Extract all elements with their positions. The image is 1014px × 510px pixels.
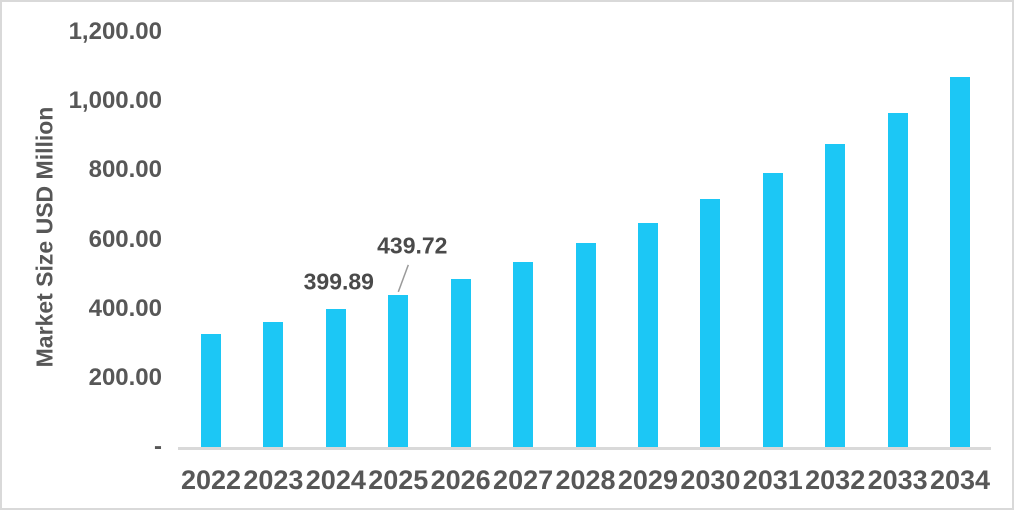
bar-2027 (513, 262, 534, 447)
y-tick-label-600: 600.00 (88, 225, 162, 253)
x-tick-label-2026: 2026 (430, 465, 491, 495)
data-label-2024: 399.89 (303, 268, 374, 295)
plot-area: 399.89 439.72 (178, 32, 991, 450)
x-tick-label-2034: 2034 (929, 465, 991, 495)
leader-line-2025 (397, 264, 410, 293)
bar-2030 (700, 199, 721, 447)
x-tick-label-2029: 2029 (617, 465, 678, 495)
bar-2031 (762, 173, 783, 447)
bar-2024 (325, 308, 346, 447)
bar-2033 (887, 112, 908, 447)
bar-2032 (825, 144, 846, 447)
x-tick-label-2033: 2033 (867, 465, 928, 495)
bar-2022 (201, 334, 221, 447)
bar-2028 (575, 243, 596, 447)
y-tick-label-400: 400.00 (88, 294, 162, 322)
x-tick-label-2028: 2028 (555, 465, 616, 495)
bar-2025 (388, 294, 409, 447)
x-tick-label-2027: 2027 (493, 465, 554, 495)
x-tick-label-2022: 2022 (180, 465, 242, 495)
bar-2026 (450, 278, 471, 447)
x-tick-label-2024: 2024 (305, 465, 366, 495)
bar-2034 (950, 77, 971, 447)
x-tick-label-2030: 2030 (680, 465, 741, 495)
y-tick-label-1200: 1,200.00 (68, 18, 162, 45)
y-tick-label-1000: 1,000.00 (68, 87, 162, 115)
bar-2023 (263, 321, 284, 447)
x-tick-label-2023: 2023 (243, 465, 304, 495)
y-tick-label-0: - (154, 433, 162, 460)
x-tick-label-2032: 2032 (805, 465, 866, 495)
x-tick-label-2031: 2031 (742, 465, 803, 495)
data-label-2025: 439.72 (377, 232, 448, 259)
y-tick-label-200: 200.00 (88, 363, 162, 391)
y-tick-label-800: 800.00 (88, 156, 162, 184)
bar-2029 (637, 222, 658, 447)
x-tick-label-2025: 2025 (368, 465, 429, 495)
